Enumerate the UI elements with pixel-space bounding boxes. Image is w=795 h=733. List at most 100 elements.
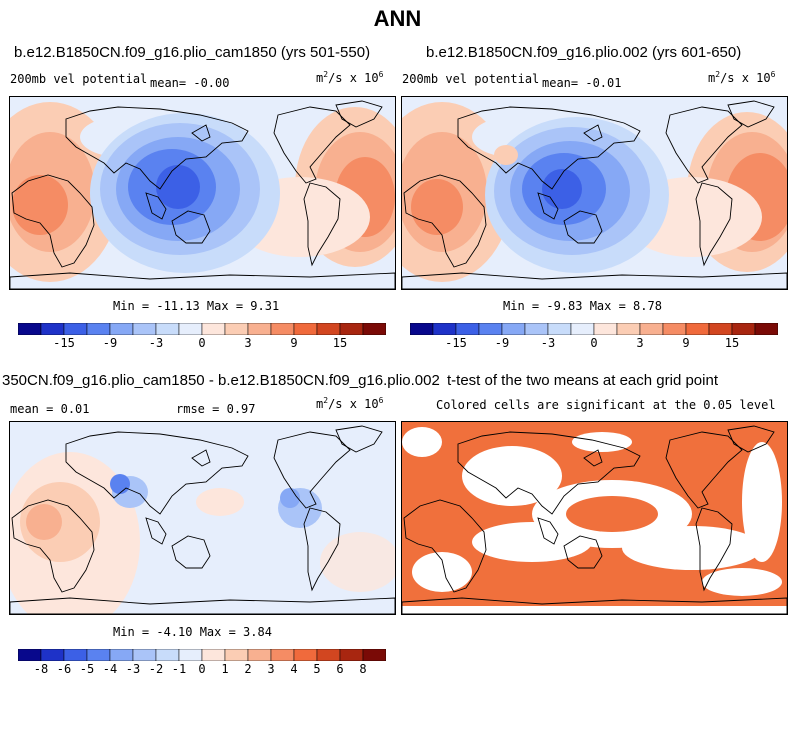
contour-region bbox=[156, 165, 200, 209]
colorbar-tick-label: 0 bbox=[198, 662, 206, 676]
colorbar-swatch bbox=[155, 648, 180, 662]
coastline bbox=[145, 517, 167, 545]
colorbar-tick-label: 8 bbox=[359, 662, 367, 676]
colorbar-tick-label: -15 bbox=[53, 336, 75, 350]
colorbar-swatch bbox=[293, 648, 318, 662]
coastline bbox=[303, 182, 341, 267]
colorbar-swatch bbox=[247, 322, 272, 336]
colorbar-swatch bbox=[201, 648, 226, 662]
contour-region bbox=[320, 532, 395, 592]
nonsignificant-region bbox=[402, 427, 442, 457]
panel1-units: m2/s x 106 bbox=[316, 70, 384, 85]
panel2-map bbox=[401, 96, 788, 290]
coastline bbox=[563, 535, 603, 569]
colorbar-tick-label: 9 bbox=[290, 336, 298, 350]
colorbar-swatch bbox=[40, 322, 65, 336]
colorbar-tick-label: 5 bbox=[313, 662, 321, 676]
nonsignificant-region bbox=[402, 606, 787, 614]
colorbar-swatch bbox=[63, 322, 88, 336]
nonsignificant-region bbox=[412, 552, 472, 592]
panel3-minmax: Min = -4.10 Max = 3.84 bbox=[113, 625, 272, 639]
contour-region bbox=[411, 179, 463, 235]
coastline bbox=[402, 597, 787, 614]
panel4-map bbox=[401, 421, 788, 615]
colorbar-swatch bbox=[63, 648, 88, 662]
panel2-minmax: Min = -9.83 Max = 8.78 bbox=[503, 299, 662, 313]
colorbar-swatch bbox=[593, 322, 618, 336]
colorbar-swatch bbox=[109, 322, 134, 336]
coastline bbox=[171, 210, 211, 244]
colorbar-swatch bbox=[685, 322, 710, 336]
panel3-title: 350CN.f09_g16.plio_cam1850 - b.e12.B1850… bbox=[2, 372, 440, 389]
contour-region bbox=[280, 488, 300, 508]
colorbar-swatch bbox=[316, 322, 341, 336]
coastline bbox=[65, 431, 249, 515]
colorbar-tick-label: -4 bbox=[102, 662, 118, 676]
colorbar-swatch bbox=[362, 648, 387, 662]
colorbar-tick-label: 0 bbox=[590, 336, 598, 350]
colorbar-tick-label: -3 bbox=[125, 662, 141, 676]
contour-region bbox=[494, 145, 518, 165]
coastline bbox=[457, 431, 641, 515]
nonsignificant-region bbox=[572, 432, 632, 452]
coastline bbox=[273, 106, 351, 184]
colorbar-swatch bbox=[201, 322, 226, 336]
panel3-mean: mean = 0.01 bbox=[10, 402, 90, 416]
colorbar-swatch bbox=[432, 322, 457, 336]
contour-region bbox=[12, 175, 68, 235]
colorbar-swatch bbox=[316, 648, 341, 662]
colorbar-tick-label: 2 bbox=[244, 662, 252, 676]
colorbar-swatch bbox=[570, 322, 595, 336]
colorbar-tick-label: 0 bbox=[198, 336, 206, 350]
panel2-title: b.e12.B1850CN.f09_g16.plio.002 (yrs 601-… bbox=[426, 44, 742, 61]
coastline bbox=[727, 425, 775, 453]
coastline bbox=[727, 100, 775, 128]
panel4-subtitle: Colored cells are significant at the 0.0… bbox=[436, 398, 776, 412]
contour-region bbox=[26, 504, 62, 540]
panel2-colorbar-ticks: -15 -9 -3 0 3 9 15 bbox=[410, 336, 778, 350]
panel2-units: m2/s x 106 bbox=[708, 70, 776, 85]
panel3-rmse: rmse = 0.97 bbox=[176, 402, 256, 416]
colorbar-swatch bbox=[270, 322, 295, 336]
colorbar-swatch bbox=[247, 648, 272, 662]
colorbar-swatch bbox=[754, 322, 779, 336]
colorbar-swatch bbox=[339, 322, 364, 336]
coastline bbox=[65, 106, 249, 190]
coastline bbox=[563, 210, 603, 244]
panel3-colorbar bbox=[17, 648, 387, 666]
colorbar-swatch bbox=[731, 322, 756, 336]
coastline bbox=[273, 431, 351, 509]
coastline bbox=[10, 597, 395, 614]
colorbar-swatch bbox=[639, 322, 664, 336]
colorbar-tick-label: 15 bbox=[332, 336, 348, 350]
coastline bbox=[665, 106, 743, 184]
colorbar-tick-label: 3 bbox=[267, 662, 275, 676]
colorbar-swatch bbox=[524, 322, 549, 336]
colorbar-tick-label: 3 bbox=[244, 336, 252, 350]
coastline bbox=[583, 449, 603, 467]
coastline bbox=[11, 499, 95, 593]
coastline bbox=[10, 272, 395, 289]
colorbar-swatch bbox=[616, 322, 641, 336]
colorbar-swatch bbox=[409, 322, 434, 336]
colorbar-swatch bbox=[86, 322, 111, 336]
colorbar-swatch bbox=[40, 648, 65, 662]
nonsignificant-region bbox=[472, 522, 592, 562]
colorbar-swatch bbox=[109, 648, 134, 662]
contour-region bbox=[110, 474, 130, 494]
panel3-colorbar-ticks: -8 -6 -5 -4 -3 -2 -1 0 1 2 3 4 5 6 8 bbox=[18, 662, 386, 676]
panel1-field: 200mb vel potential bbox=[10, 72, 148, 86]
colorbar-tick-label: -3 bbox=[540, 336, 556, 350]
panel1-colorbar bbox=[17, 322, 387, 340]
colorbar-swatch bbox=[293, 322, 318, 336]
panel1-title: b.e12.B1850CN.f09_g16.plio_cam1850 (yrs … bbox=[14, 44, 371, 61]
colorbar-swatch bbox=[478, 322, 503, 336]
contour-region bbox=[196, 488, 244, 516]
colorbar-tick-label: -3 bbox=[148, 336, 164, 350]
coastline bbox=[537, 192, 559, 220]
colorbar-swatch bbox=[270, 648, 295, 662]
coastline bbox=[335, 425, 383, 453]
colorbar-swatch bbox=[339, 648, 364, 662]
panel2-mean: mean= -0.01 bbox=[542, 76, 622, 90]
colorbar-swatch bbox=[224, 648, 249, 662]
